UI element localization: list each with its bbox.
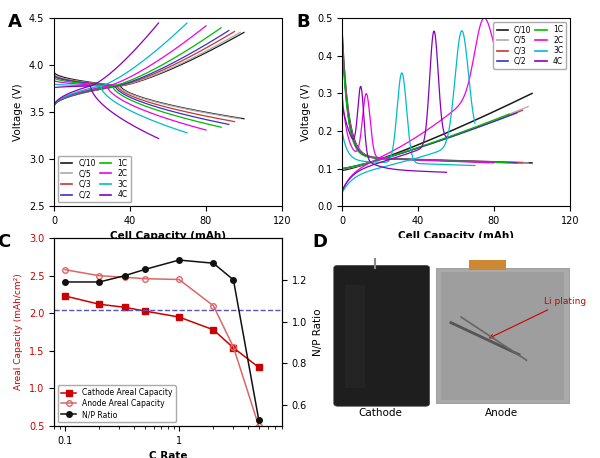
- Bar: [345, 285, 365, 388]
- Cathode Areal Capacity: [121, 305, 128, 310]
- Legend: C/10, C/5, C/3, C/2, 1C, 2C, 3C, 4C: C/10, C/5, C/3, C/2, 1C, 2C, 3C, 4C: [493, 22, 566, 69]
- Line: N/P Ratio: N/P Ratio: [62, 257, 262, 422]
- Bar: [469, 260, 506, 270]
- N/P Ratio: [141, 267, 148, 272]
- Line: Cathode Areal Capacity: Cathode Areal Capacity: [62, 293, 262, 370]
- Cathode Areal Capacity: [210, 327, 217, 333]
- N/P Ratio: [210, 261, 217, 266]
- Y-axis label: Voltage (V): Voltage (V): [301, 83, 311, 141]
- Anode Areal Capacity: [141, 276, 148, 282]
- Anode Areal Capacity: [175, 277, 182, 282]
- Y-axis label: N/P Ratio: N/P Ratio: [313, 308, 323, 356]
- Line: Anode Areal Capacity: Anode Areal Capacity: [62, 267, 262, 429]
- Anode Areal Capacity: [255, 423, 262, 429]
- N/P Ratio: [230, 277, 237, 283]
- N/P Ratio: [96, 279, 103, 285]
- Cathode Areal Capacity: [230, 345, 237, 350]
- Legend: Cathode Areal Capacity, Anode Areal Capacity, N/P Ratio: Cathode Areal Capacity, Anode Areal Capa…: [58, 385, 176, 422]
- N/P Ratio: [175, 257, 182, 263]
- X-axis label: C Rate: C Rate: [149, 451, 187, 458]
- Anode Areal Capacity: [121, 274, 128, 280]
- N/P Ratio: [61, 279, 68, 285]
- Text: D: D: [313, 233, 328, 251]
- Cathode Areal Capacity: [61, 293, 68, 299]
- X-axis label: Cell Capacity (mAh): Cell Capacity (mAh): [110, 231, 226, 241]
- FancyBboxPatch shape: [334, 265, 430, 406]
- X-axis label: Cell Capacity (mAh): Cell Capacity (mAh): [398, 231, 514, 241]
- Cathode Areal Capacity: [255, 365, 262, 370]
- Legend: C/10, C/5, C/3, C/2, 1C, 2C, 3C, 4C: C/10, C/5, C/3, C/2, 1C, 2C, 3C, 4C: [58, 156, 131, 202]
- N/P Ratio: [121, 273, 128, 278]
- Text: B: B: [296, 13, 310, 31]
- N/P Ratio: [255, 417, 262, 422]
- Text: Anode: Anode: [485, 408, 518, 418]
- Bar: [436, 268, 569, 403]
- Cathode Areal Capacity: [96, 301, 103, 307]
- Text: Li plating: Li plating: [490, 297, 586, 338]
- Bar: [441, 272, 565, 400]
- Anode Areal Capacity: [96, 273, 103, 278]
- Anode Areal Capacity: [61, 267, 68, 273]
- Text: C: C: [0, 233, 10, 251]
- Text: A: A: [8, 13, 22, 31]
- Text: Cathode: Cathode: [358, 408, 403, 418]
- Y-axis label: Voltage (V): Voltage (V): [13, 83, 23, 141]
- Cathode Areal Capacity: [141, 308, 148, 314]
- Anode Areal Capacity: [210, 303, 217, 309]
- Y-axis label: Areal Capacity (mAh/cm²): Areal Capacity (mAh/cm²): [14, 274, 23, 390]
- Anode Areal Capacity: [230, 344, 237, 350]
- Cathode Areal Capacity: [175, 314, 182, 320]
